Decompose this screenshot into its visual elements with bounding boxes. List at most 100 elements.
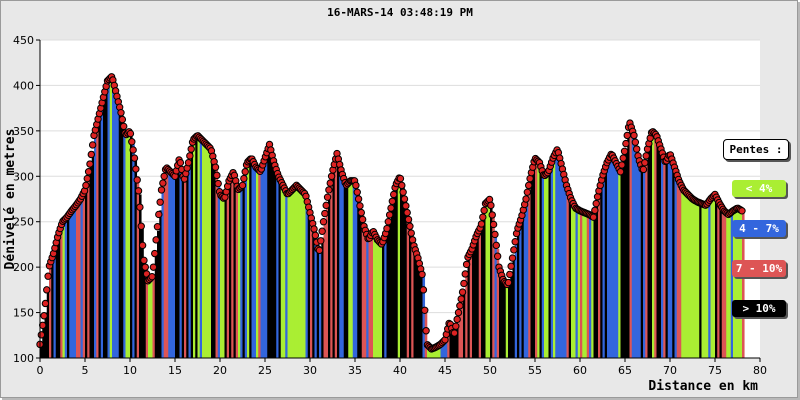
slope-bar xyxy=(355,180,358,358)
slope-bar xyxy=(238,189,241,358)
elevation-marker xyxy=(319,218,328,226)
slope-bar xyxy=(703,204,707,358)
slope-bar xyxy=(541,169,545,358)
slope-bar xyxy=(323,221,327,358)
slope-bar xyxy=(339,162,342,358)
slope-bar xyxy=(375,235,378,358)
slope-bar xyxy=(672,160,675,358)
elevation-marker xyxy=(88,141,97,149)
elevation-marker xyxy=(383,224,391,233)
slope-bar xyxy=(577,209,581,358)
slope-bar xyxy=(271,153,275,358)
slope-bar xyxy=(195,137,198,358)
slope-bar xyxy=(611,153,615,358)
elevation-marker xyxy=(133,176,141,184)
slope-bar xyxy=(586,213,590,358)
slope-bar xyxy=(285,189,288,358)
slope-bar xyxy=(595,205,599,358)
slope-bar xyxy=(249,160,252,358)
slope-bar xyxy=(175,176,178,358)
slope-bar xyxy=(73,208,77,358)
elevation-marker xyxy=(157,186,166,194)
elevation-marker xyxy=(457,295,465,303)
slope-bar xyxy=(319,253,322,358)
slope-bar xyxy=(476,235,480,358)
slope-bar xyxy=(397,180,401,358)
slope-bar xyxy=(321,237,324,358)
slope-bar xyxy=(303,192,306,358)
slope-bar xyxy=(388,219,392,358)
slope-bar xyxy=(445,339,448,358)
x-tick-label: 0 xyxy=(37,364,44,377)
slope-bar xyxy=(593,217,597,358)
elevation-marker xyxy=(130,154,139,162)
elevation-marker xyxy=(487,201,495,210)
slope-bar xyxy=(557,149,561,358)
slope-bar xyxy=(262,164,266,358)
slope-bar xyxy=(206,144,210,358)
slope-bar xyxy=(555,153,558,358)
slope-bar xyxy=(562,167,565,358)
elevation-marker xyxy=(160,172,168,180)
elevation-marker xyxy=(407,229,415,237)
elevation-marker xyxy=(44,272,52,280)
elevation-marker xyxy=(460,279,468,288)
x-tick-label: 70 xyxy=(663,364,677,377)
elevation-marker xyxy=(622,139,630,148)
slope-bar xyxy=(553,158,556,358)
slope-bar xyxy=(161,189,165,358)
slope-bar xyxy=(116,94,120,358)
slope-bar xyxy=(312,221,315,358)
slope-bar xyxy=(737,208,741,358)
slope-bar xyxy=(735,209,738,358)
slope-bar xyxy=(535,158,538,358)
slope-bar xyxy=(220,194,223,358)
slope-bar xyxy=(114,85,117,358)
slope-bar xyxy=(184,180,187,358)
slope-bar xyxy=(352,180,356,358)
slope-bar xyxy=(368,239,372,358)
slope-bar xyxy=(179,158,183,358)
x-tick-label: 65 xyxy=(618,364,632,377)
slope-bar xyxy=(458,312,462,358)
elevation-marker xyxy=(211,163,220,171)
slope-bar xyxy=(139,194,142,358)
elevation-marker xyxy=(126,129,135,138)
x-tick-label: 60 xyxy=(573,364,587,377)
elevation-marker xyxy=(318,227,326,235)
slope-bar xyxy=(620,171,624,358)
elevation-markers xyxy=(36,73,746,353)
slope-bar xyxy=(582,211,585,358)
elevation-marker xyxy=(399,188,407,196)
slope-bar xyxy=(645,160,648,358)
elevation-marker xyxy=(356,202,364,210)
slope-bar xyxy=(469,253,473,358)
elevation-marker xyxy=(523,188,532,196)
slope-bar xyxy=(566,185,570,358)
slope-bar xyxy=(226,189,230,358)
slope-bar xyxy=(334,162,338,358)
elevation-marker xyxy=(140,256,148,265)
elevation-marker xyxy=(357,208,365,217)
slope-bar xyxy=(580,210,583,358)
elevation-marker xyxy=(493,252,502,260)
slope-bar xyxy=(91,151,95,358)
slope-bar xyxy=(393,196,396,358)
elevation-marker xyxy=(213,171,221,180)
axes: 100 150 200 250 300 350 400 450 0 5 10 15 20 25 30 35 40… xyxy=(13,34,767,377)
x-tick-label: 50 xyxy=(483,364,497,377)
slope-bar xyxy=(240,187,243,358)
slope-bar xyxy=(708,202,711,358)
slope-bar xyxy=(512,258,516,358)
elevation-marker xyxy=(156,198,164,206)
slope-bar xyxy=(85,189,88,358)
slope-bar xyxy=(359,203,363,358)
slope-bar xyxy=(168,169,171,358)
slope-bar xyxy=(478,230,482,358)
slope-bar xyxy=(523,208,527,358)
elevation-marker xyxy=(480,206,488,215)
elevation-marker xyxy=(128,138,136,146)
slope-bar xyxy=(643,171,646,358)
elevation-marker xyxy=(492,241,500,250)
slope-bar xyxy=(280,180,284,358)
